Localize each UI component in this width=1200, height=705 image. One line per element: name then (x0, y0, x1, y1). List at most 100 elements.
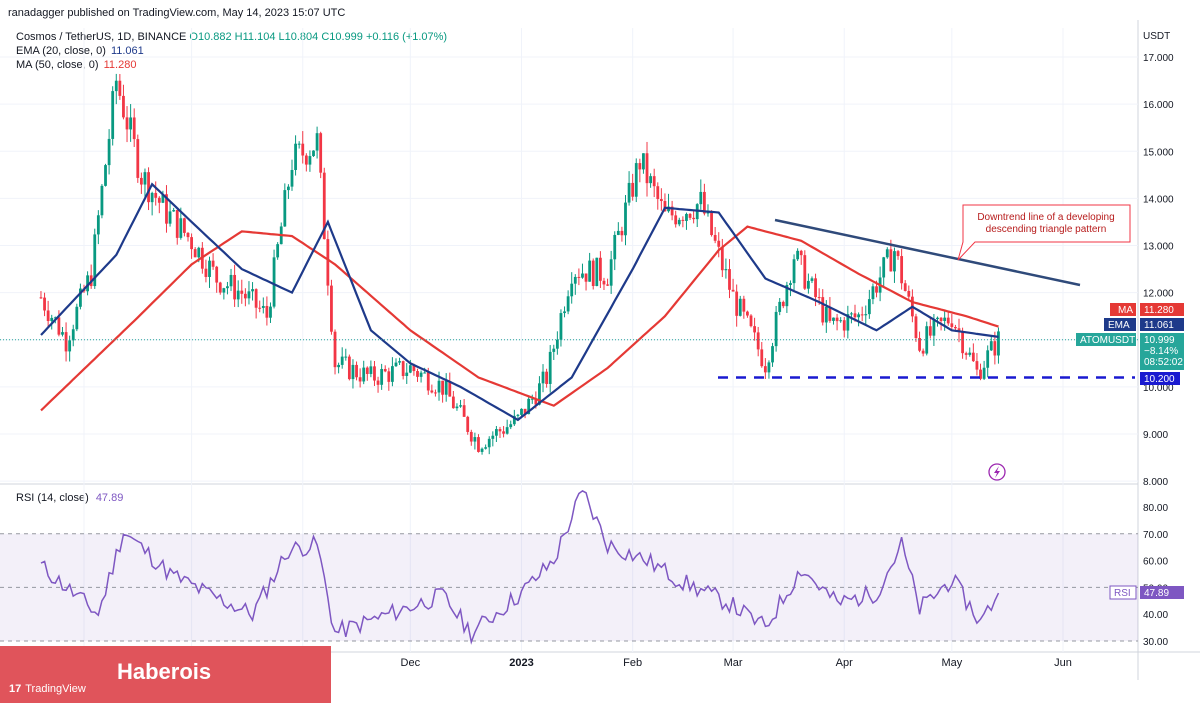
candle-body (340, 356, 344, 365)
candle-body (365, 367, 369, 374)
y-tick-label: 16.000 (1143, 100, 1174, 111)
candle-body (946, 317, 950, 324)
rsi-label: RSI (14, close) (16, 492, 89, 504)
candle-body (663, 201, 667, 212)
candle-body (86, 275, 89, 292)
candle-body (405, 372, 409, 376)
candle-body (68, 340, 72, 352)
candle-body (742, 298, 746, 312)
rsi-tag (1109, 585, 1137, 600)
candle-body (720, 246, 724, 271)
candle-body (122, 95, 125, 118)
candle-body (939, 317, 943, 321)
lightning-icon-bolt (994, 466, 1000, 478)
candle-body (287, 186, 290, 191)
candle-body (50, 317, 54, 322)
candle-body (190, 237, 193, 250)
candle-body (154, 192, 158, 198)
candle-body (104, 165, 107, 186)
candle-body (570, 283, 574, 297)
ohlc-values: O10.882 H11.104 L10.804 C10.999 +0.116 (… (189, 31, 448, 43)
candle-body (932, 319, 936, 336)
candle-body (229, 274, 233, 287)
legend-ma-row[interactable]: MA (50, close, 0) 11.280 (16, 59, 136, 71)
candle-body (322, 172, 326, 240)
candle-body (494, 429, 498, 436)
last-price-badge-text: 10.999 (1144, 335, 1175, 346)
candle-body (172, 210, 176, 212)
y-axis-unit: USDT (1143, 31, 1170, 42)
candle-body (527, 398, 531, 415)
ema-tag (1104, 318, 1136, 331)
candle-body (222, 288, 226, 293)
candle-body (961, 331, 964, 354)
rsi-tag-text: RSI (1114, 588, 1131, 599)
y-tick-label: 13.000 (1143, 242, 1174, 253)
rsi-line (40, 490, 1000, 645)
candle-body (581, 273, 584, 278)
candle-body (147, 172, 150, 203)
x-tick-label: Dec (401, 657, 421, 669)
candle-body (168, 211, 172, 224)
candle-body (437, 380, 441, 393)
candle-body (304, 155, 308, 165)
candle-body (538, 383, 541, 405)
candle-body (735, 291, 739, 316)
candle-body (376, 380, 380, 385)
candle-body (606, 284, 609, 286)
candle-body (473, 437, 477, 442)
candle-body (631, 182, 635, 197)
candle-body (677, 219, 681, 225)
rsi-legend[interactable]: RSI (14, close) 47.89 (16, 492, 123, 504)
candle-body (602, 280, 606, 285)
candle-body (269, 306, 272, 318)
candle-body (451, 396, 455, 409)
candle-body (254, 289, 258, 308)
candle-body (215, 266, 219, 283)
candle-body (161, 194, 165, 203)
candle-body (373, 366, 376, 381)
candle-body (907, 290, 911, 297)
candle-body (749, 315, 753, 327)
candle-body (713, 235, 717, 241)
candle-body (251, 289, 254, 292)
candle-body (559, 313, 563, 340)
candle-body (857, 314, 860, 318)
candle-body (369, 366, 373, 374)
symbol-name[interactable]: Cosmos / TetherUS, 1D, BINANCE (16, 31, 187, 43)
candle-body (100, 185, 104, 216)
candle-body (591, 260, 595, 287)
candle-body (426, 372, 430, 391)
candle-body (785, 284, 789, 307)
ma-label: MA (50, close, 0) (16, 59, 99, 71)
candle-body (814, 278, 817, 298)
candle-body (767, 362, 771, 373)
candle-body (850, 313, 853, 315)
candle-body (491, 435, 495, 439)
last-price-badge-text: −8.14% (1144, 346, 1178, 357)
candle-body (799, 250, 803, 256)
candle-body (756, 332, 760, 350)
rsi-value-badge-text: 47.89 (1144, 588, 1169, 599)
symbol-tag-text: ATOMUSDT (1080, 335, 1135, 346)
candle-body (925, 326, 929, 354)
candle-body (609, 259, 613, 286)
candle-body (781, 301, 785, 307)
candle-body (502, 431, 505, 434)
candle-body (258, 307, 262, 309)
candle-body (975, 361, 979, 370)
candle-body (362, 367, 366, 382)
candle-body (731, 289, 735, 292)
legend-ema-row[interactable]: EMA (20, close, 0) 11.061 (16, 45, 144, 57)
x-tick-label: May (941, 657, 962, 669)
rsi-tick-label: 60.00 (1143, 557, 1168, 568)
y-tick-label: 9.000 (1143, 430, 1168, 441)
candle-body (211, 260, 215, 267)
candle-body (885, 249, 889, 258)
candle-body (283, 190, 287, 227)
last-price-badge-text: 08:52:02 (1144, 357, 1183, 368)
candle-body (236, 290, 240, 300)
candle-body (853, 313, 857, 318)
candle-body (724, 269, 728, 271)
